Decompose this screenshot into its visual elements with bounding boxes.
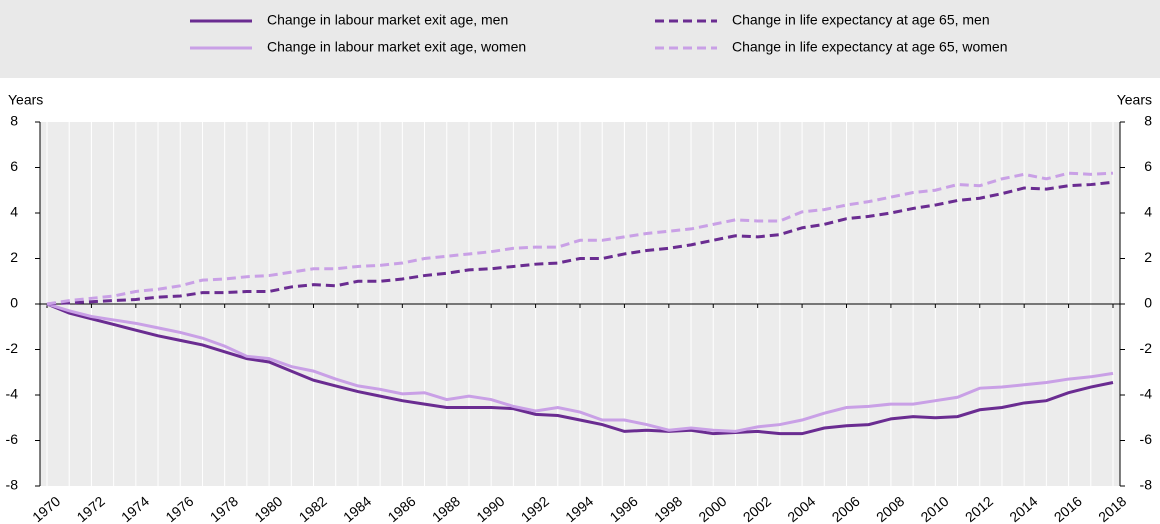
x-tick-label: 2000 xyxy=(695,493,729,524)
y-tick-label: 2 xyxy=(10,249,18,265)
x-tick-label: 2006 xyxy=(829,493,863,524)
y-tick-label: 8 xyxy=(10,113,18,129)
x-tick-label: 1976 xyxy=(162,493,196,524)
x-tick-label: 1980 xyxy=(251,493,285,524)
x-tick-label: 1970 xyxy=(29,493,63,524)
x-tick-label: 1990 xyxy=(473,493,507,524)
legend-label: Change in life expectancy at age 65, wom… xyxy=(732,39,1008,55)
y-tick-label: 0 xyxy=(10,295,18,311)
x-tick-label: 1988 xyxy=(429,493,463,524)
legend-background xyxy=(0,0,1160,78)
y2-tick-label: -2 xyxy=(1140,340,1153,356)
y2-tick-label: -6 xyxy=(1140,431,1153,447)
y2-tick-label: 0 xyxy=(1144,295,1152,311)
x-tick-label: 1986 xyxy=(384,493,418,524)
legend-label: Change in life expectancy at age 65, men xyxy=(732,12,990,28)
series-line xyxy=(46,171,1114,306)
x-tick-label: 1982 xyxy=(296,493,330,524)
y2-tick-label: 6 xyxy=(1144,158,1152,174)
x-tick-label: 2018 xyxy=(1095,493,1129,524)
x-tick-label: 1996 xyxy=(607,493,641,524)
x-tick-label: 2012 xyxy=(962,493,996,524)
x-tick-label: 2008 xyxy=(873,493,907,524)
y2-tick-label: 4 xyxy=(1144,204,1152,220)
y-tick-label: -2 xyxy=(6,340,19,356)
y-tick-label: 6 xyxy=(10,158,18,174)
x-tick-label: 1998 xyxy=(651,493,685,524)
legend-label: Change in labour market exit age, women xyxy=(267,39,526,55)
y-tick-label: -4 xyxy=(6,386,19,402)
x-tick-label: 1994 xyxy=(562,493,596,524)
series-line xyxy=(46,302,1114,433)
y2-tick-label: -4 xyxy=(1140,386,1153,402)
y-tick-label: -8 xyxy=(6,477,19,493)
y2-tick-label: -8 xyxy=(1140,477,1153,493)
series-line xyxy=(46,180,1114,306)
y2-tick-label: 8 xyxy=(1144,113,1152,129)
y2-tick-label: 2 xyxy=(1144,249,1152,265)
x-tick-label: 1984 xyxy=(340,493,374,524)
y2-axis-label: Years xyxy=(1117,92,1152,108)
y-axis-label: Years xyxy=(8,92,43,108)
x-tick-label: 2002 xyxy=(740,493,774,524)
series-line xyxy=(46,302,1114,436)
y-tick-label: 4 xyxy=(10,204,18,220)
x-tick-label: 2004 xyxy=(784,493,818,524)
legend-label: Change in labour market exit age, men xyxy=(267,12,508,28)
x-tick-label: 2016 xyxy=(1051,493,1085,524)
y-tick-label: -6 xyxy=(6,431,19,447)
x-tick-label: 1978 xyxy=(207,493,241,524)
x-tick-label: 2014 xyxy=(1006,493,1040,524)
x-tick-label: 2010 xyxy=(917,493,951,524)
x-tick-label: 1974 xyxy=(118,493,152,524)
x-tick-label: 1992 xyxy=(518,493,552,524)
x-tick-label: 1972 xyxy=(74,493,108,524)
